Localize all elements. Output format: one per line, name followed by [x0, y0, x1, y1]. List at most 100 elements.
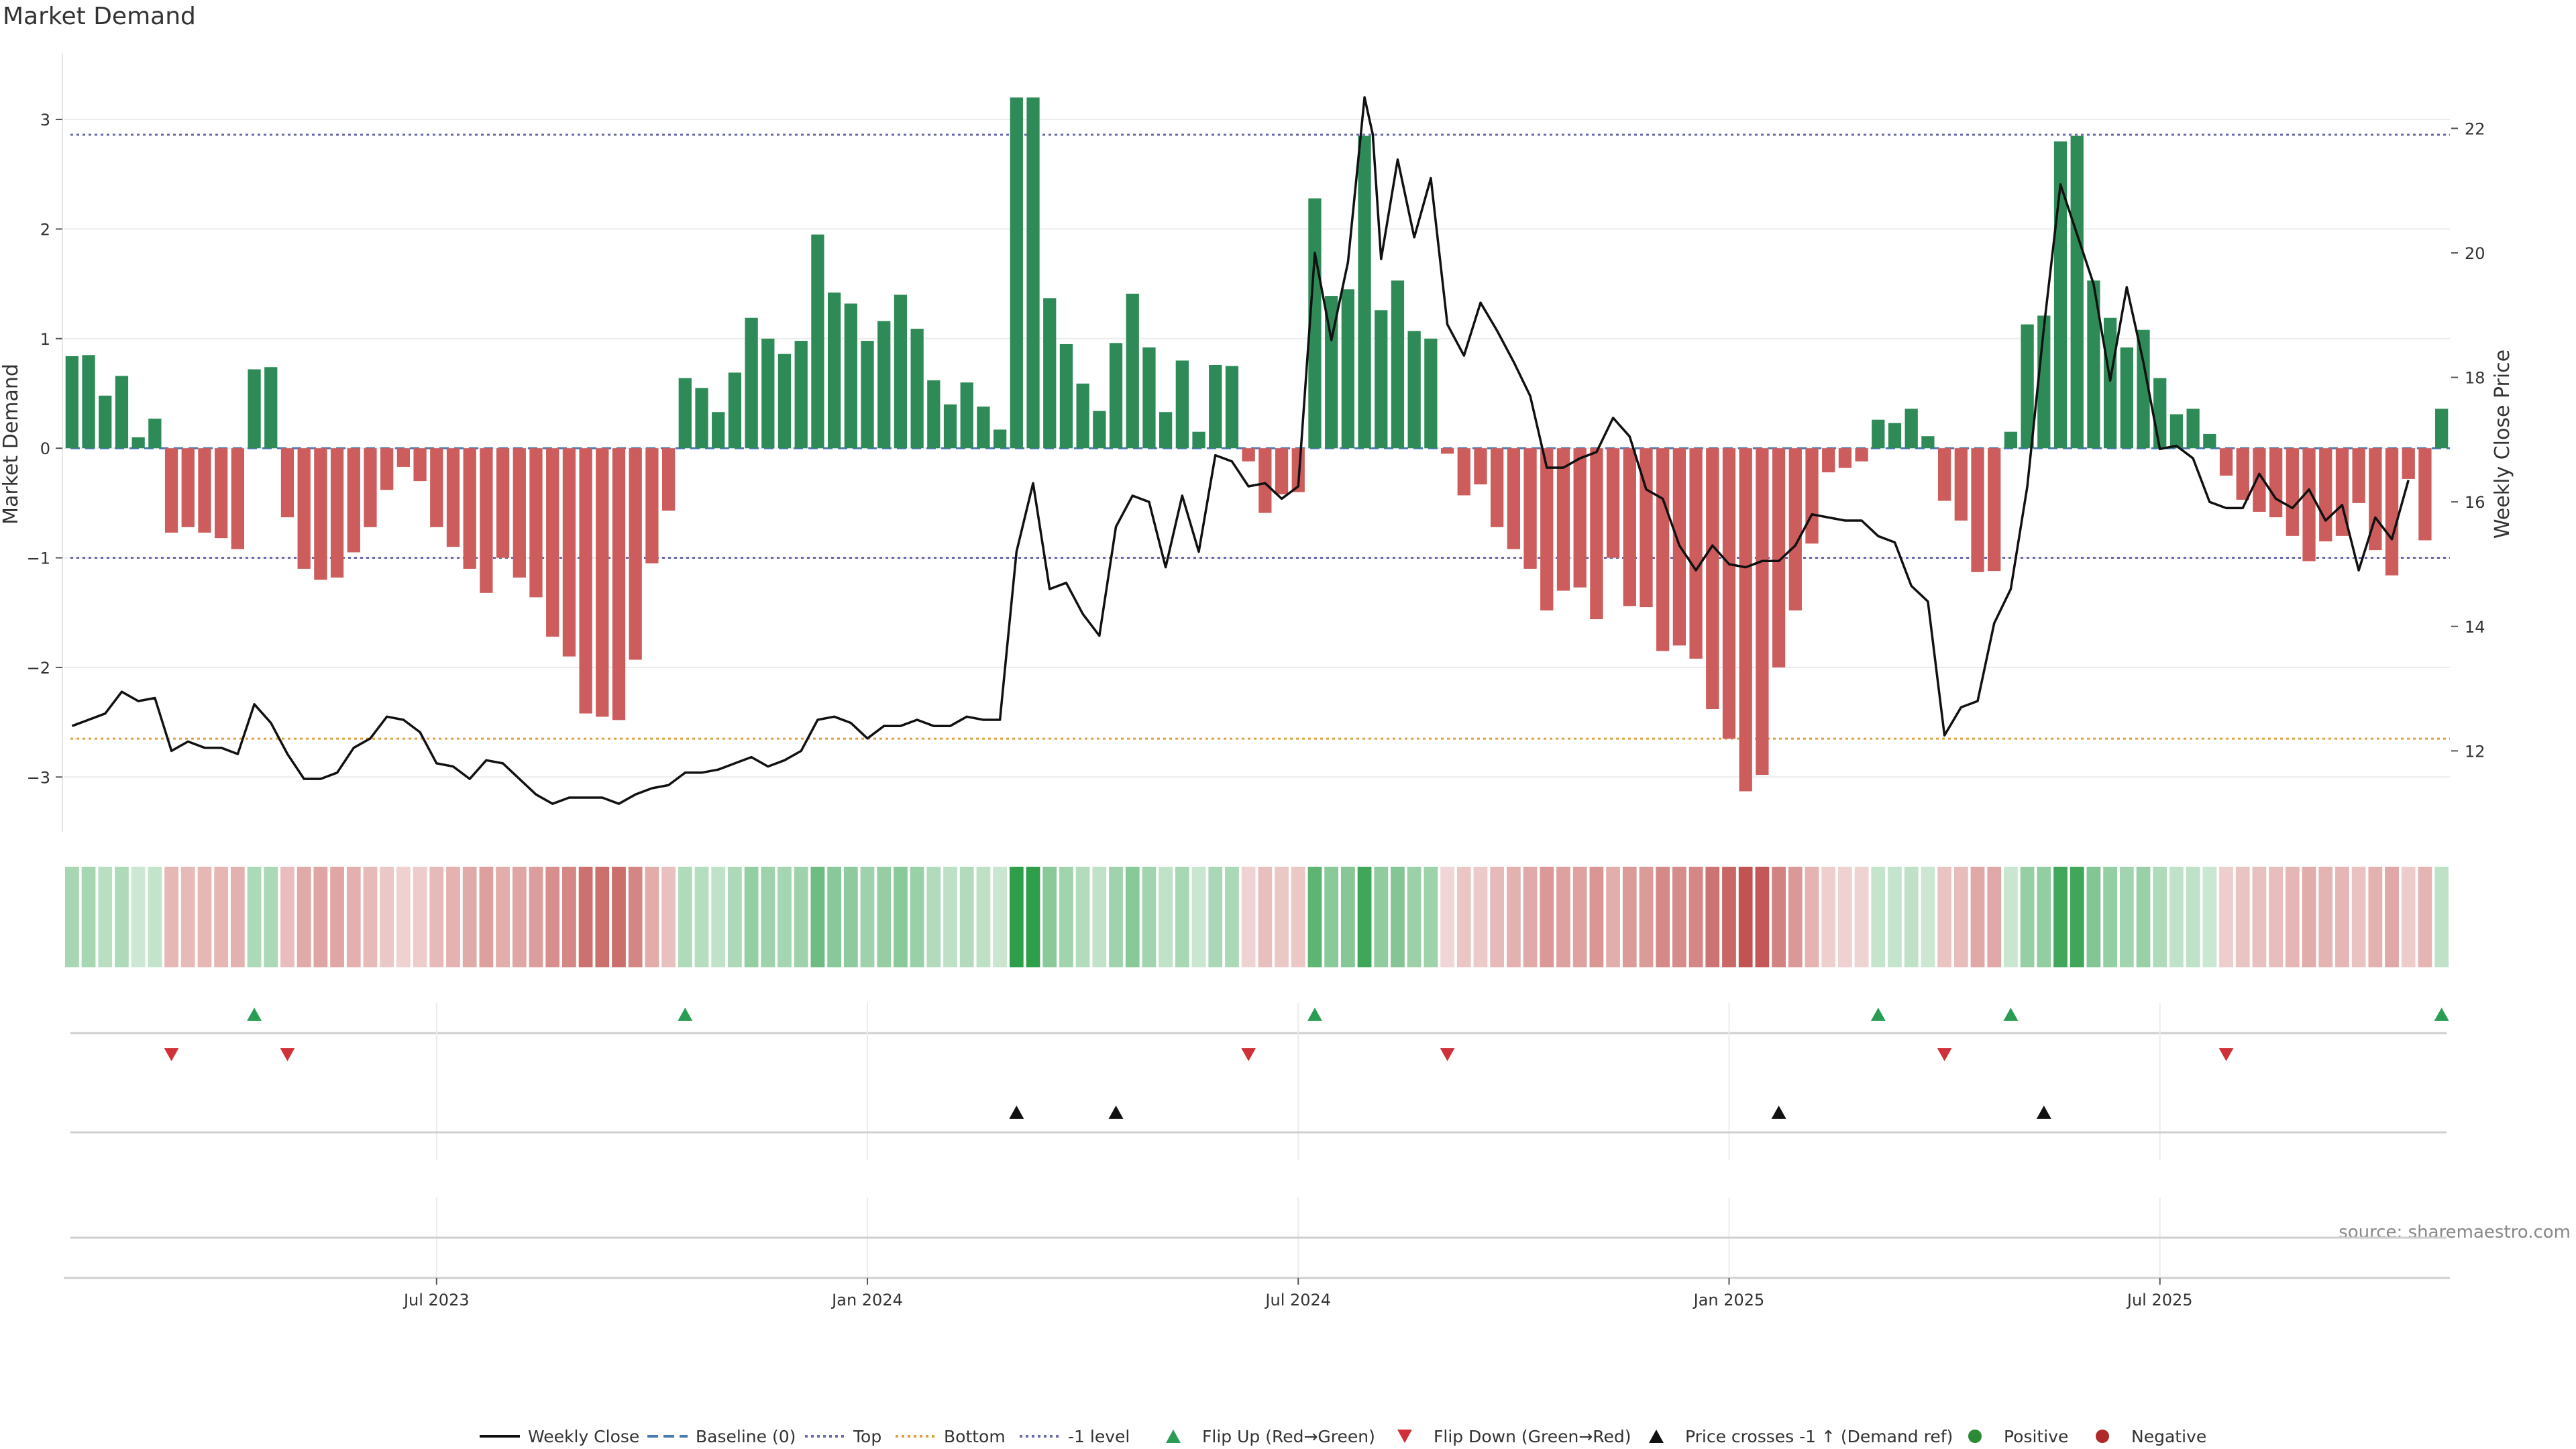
strip-cell	[562, 867, 576, 967]
strip-cell	[2252, 867, 2267, 967]
demand-bar	[1556, 448, 1570, 591]
demand-bar	[1507, 448, 1521, 549]
legend-label: Price crosses -1 ↑ (Demand ref)	[1685, 1427, 1953, 1446]
demand-bar	[2153, 378, 2167, 449]
demand-bar	[2352, 448, 2365, 503]
legend-swatch-circle	[2096, 1430, 2109, 1443]
x-tick-label: Jan 2024	[830, 1291, 903, 1309]
demand-bar	[480, 448, 493, 593]
strip-cell	[1821, 867, 1836, 967]
demand-bar	[380, 448, 394, 490]
strip-cell	[1688, 867, 1703, 967]
y-tick-label: −2	[27, 659, 50, 678]
demand-bar	[1904, 409, 1918, 449]
y2-tick-label: 14	[2465, 618, 2485, 637]
strip-cell	[694, 867, 709, 967]
strip-cell	[860, 867, 875, 967]
demand-bar	[1739, 448, 1752, 792]
y-tick-label: 3	[40, 111, 50, 129]
demand-bar	[1440, 448, 1454, 454]
demand-bar	[65, 356, 78, 449]
legend-item: Negative	[2096, 1427, 2206, 1446]
strip-cell	[1307, 867, 1322, 967]
demand-bars	[65, 97, 2449, 792]
strip-cell	[479, 867, 494, 967]
y2-tick-label: 16	[2465, 493, 2485, 512]
strip-cell	[1473, 867, 1488, 967]
demand-bar	[927, 380, 941, 449]
demand-bar	[678, 378, 692, 449]
demand-bar	[1805, 448, 1819, 544]
legend-item: Top	[805, 1427, 881, 1446]
flip-up-marker	[1870, 1008, 1886, 1021]
demand-bar	[1590, 448, 1603, 620]
strip-cell	[1953, 867, 1968, 967]
x-tick-label: Jul 2023	[402, 1291, 470, 1309]
demand-bar	[629, 448, 642, 660]
strip-cell	[230, 867, 245, 967]
price-cross-marker	[1108, 1106, 1124, 1119]
strip-cell	[1854, 867, 1869, 967]
demand-bar	[1225, 366, 1239, 449]
demand-bar	[148, 419, 162, 449]
demand-bar	[1457, 448, 1470, 496]
legend-label: Bottom	[944, 1427, 1006, 1446]
legend-item: Flip Up (Red→Green)	[1166, 1427, 1375, 1446]
demand-bar	[2137, 329, 2150, 449]
legend-label: Positive	[2004, 1427, 2068, 1446]
strip-cell	[1075, 867, 1090, 967]
strip-cell	[2401, 867, 2416, 967]
y-tick-label: 2	[40, 220, 50, 239]
legend-swatch-triangle-up	[1649, 1430, 1664, 1443]
strip-cell	[131, 867, 146, 967]
demand-bar	[1275, 448, 1289, 494]
demand-bar	[1822, 448, 1835, 473]
demand-bar	[1573, 448, 1587, 588]
demand-bar	[131, 437, 145, 449]
strip-cell	[1788, 867, 1803, 967]
strip-cell	[1556, 867, 1570, 967]
demand-bar	[2236, 448, 2249, 500]
flip-down-marker	[280, 1048, 295, 1061]
demand-bar	[844, 303, 857, 449]
strip-cell	[1042, 867, 1057, 967]
demand-bar	[115, 376, 129, 449]
strip-cell	[877, 867, 892, 967]
strip-cell	[612, 867, 626, 967]
demand-bar	[546, 448, 559, 637]
strip-cell	[1572, 867, 1587, 967]
demand-bar	[1341, 289, 1354, 449]
legend-item: Flip Down (Green→Red)	[1397, 1427, 1631, 1446]
demand-bar	[2186, 409, 2200, 449]
demand-bar	[2385, 448, 2399, 576]
strip-cell	[1656, 867, 1670, 967]
strip-cell	[297, 867, 311, 967]
strip-cell	[1125, 867, 1140, 967]
demand-bar	[2402, 448, 2415, 479]
demand-bar	[1026, 97, 1040, 449]
demand-bar	[1788, 448, 1802, 610]
flip-up-marker	[2003, 1008, 2019, 1021]
demand-bar	[2286, 448, 2299, 536]
strip-cell	[2202, 867, 2217, 967]
strip-cell	[2136, 867, 2151, 967]
demand-bar	[1175, 360, 1189, 449]
demand-bar	[1491, 448, 1504, 527]
strip-cell	[1772, 867, 1786, 967]
strip-cell	[1622, 867, 1637, 967]
y-tick-label: −3	[27, 768, 50, 787]
strip-cell	[843, 867, 858, 967]
strip-cell	[1606, 867, 1620, 967]
demand-bar	[1756, 448, 1769, 775]
x-tick-label: Jul 2024	[1264, 1291, 1331, 1309]
strip-cell	[1291, 867, 1305, 967]
strip-cell	[313, 867, 328, 967]
demand-bar	[496, 448, 510, 558]
strip-cell	[1092, 867, 1107, 967]
strip-cell	[214, 867, 229, 967]
strip-cell	[1109, 867, 1123, 967]
strip-cell	[1456, 867, 1471, 967]
demand-bar	[1308, 198, 1322, 449]
strip-cell	[2285, 867, 2300, 967]
strip-cell	[661, 867, 676, 967]
